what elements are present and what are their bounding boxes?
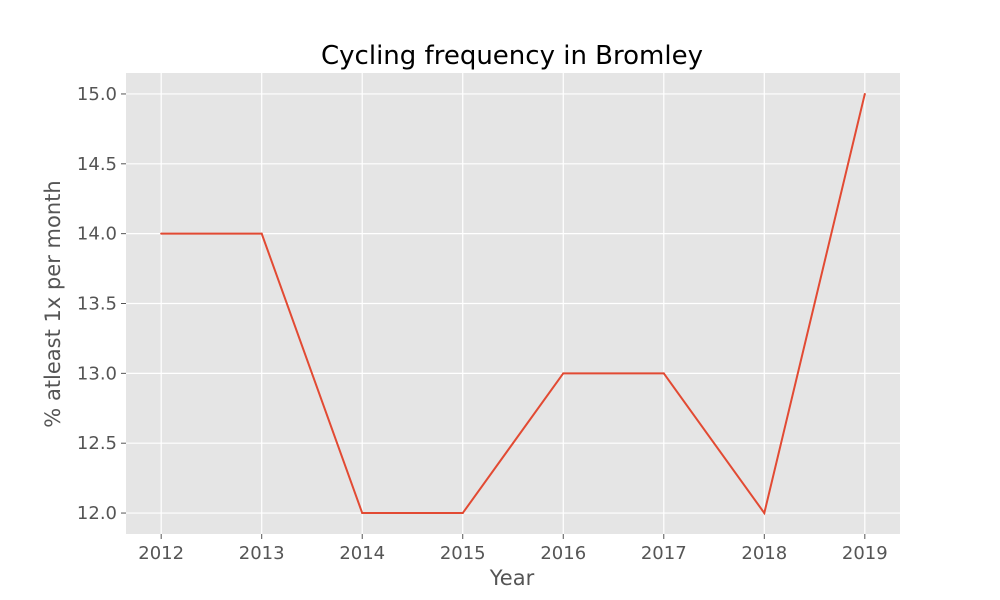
x-tick-label: 2018 bbox=[741, 543, 787, 564]
x-tick-label: 2014 bbox=[339, 543, 385, 564]
x-tick-label: 2015 bbox=[440, 543, 486, 564]
data-point bbox=[864, 93, 866, 95]
y-tick-label: 14.0 bbox=[77, 224, 117, 245]
y-tick-label: 14.5 bbox=[77, 154, 117, 175]
x-tick-label: 2013 bbox=[239, 543, 285, 564]
data-point bbox=[462, 512, 464, 514]
x-tick-label: 2012 bbox=[138, 543, 184, 564]
x-tick-label: 2017 bbox=[641, 543, 687, 564]
y-axis-label: % atleast 1x per month bbox=[41, 180, 65, 427]
y-tick-label: 13.0 bbox=[77, 363, 117, 384]
data-point bbox=[763, 512, 765, 514]
y-tick-label: 15.0 bbox=[77, 84, 117, 105]
data-point bbox=[160, 233, 162, 235]
data-point bbox=[562, 372, 564, 374]
y-axis-ticks: 12.0 12.5 13.0 13.5 14.0 14.5 15.0 bbox=[77, 84, 126, 524]
y-tick-label: 12.5 bbox=[77, 433, 117, 454]
x-tick-label: 2016 bbox=[540, 543, 586, 564]
y-tick-label: 12.0 bbox=[77, 503, 117, 524]
y-tick-label: 13.5 bbox=[77, 294, 117, 315]
data-point bbox=[361, 512, 363, 514]
data-point bbox=[663, 372, 665, 374]
x-tick-label: 2019 bbox=[842, 543, 888, 564]
x-axis-label: Year bbox=[489, 566, 535, 590]
data-point bbox=[261, 233, 263, 235]
chart-title: Cycling frequency in Bromley bbox=[321, 41, 703, 71]
x-axis-ticks: 2012 2013 2014 2015 2016 2017 2018 2019 bbox=[138, 534, 887, 564]
